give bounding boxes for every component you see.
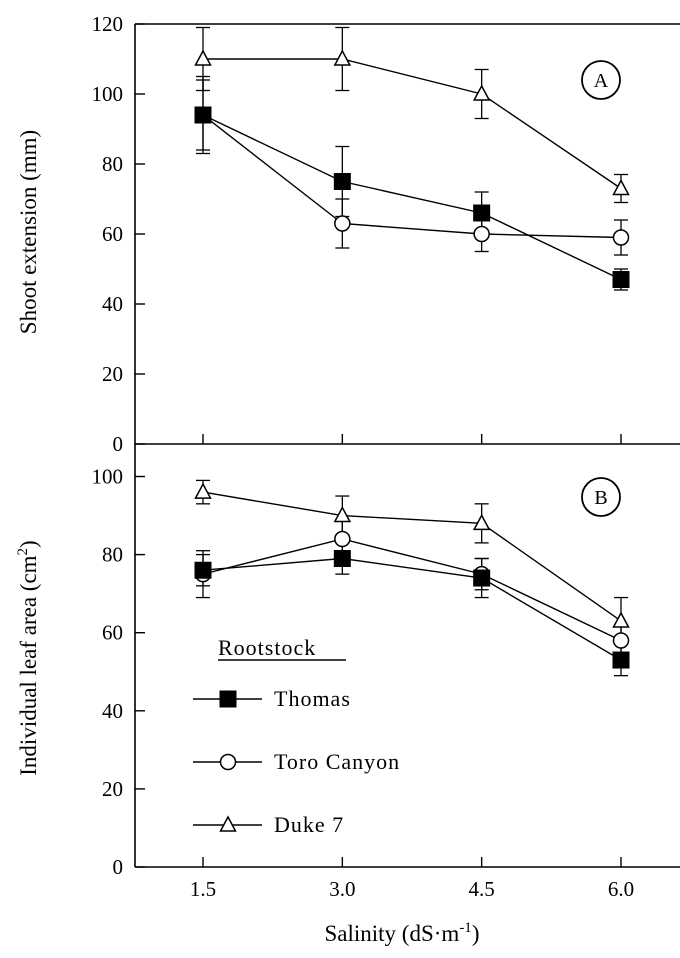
data-point-thomas [194,106,212,124]
data-point-thomas [612,651,630,669]
data-point-toro-canyon [473,225,490,243]
panel-label: A [594,70,609,92]
y-tick-label: 20 [102,362,123,386]
x-tick-label: 3.0 [329,877,355,901]
legend-marker-thomas [219,690,237,708]
data-point-duke-7 [194,482,212,499]
series-line-toro-canyon [202,114,622,239]
data-point-thomas [473,204,491,222]
data-point-duke-7 [472,513,491,531]
legend-marker-duke-7 [219,815,237,832]
y-tick-label: 120 [92,12,124,36]
data-point-thomas [333,173,351,190]
legend-label-thomas: Thomas [274,686,351,711]
data-point-toro-canyon [334,530,351,548]
y-tick-label: 40 [102,699,123,723]
legend-label-duke-7: Duke 7 [274,812,344,837]
series-line-thomas [202,114,622,281]
y-tick-label: 60 [102,621,123,645]
data-point-thomas [194,561,212,579]
data-point-duke-7 [194,49,212,66]
data-point-duke-7 [333,505,352,523]
data-point-toro-canyon [612,632,630,649]
y-tick-label: 0 [113,855,124,879]
panel-label-circle [581,60,621,100]
x-tick-label: 6.0 [608,877,634,901]
legend-label-toro-canyon: Toro Canyon [274,749,400,774]
x-axis-title: Salinity (dS·m-1) [325,920,480,946]
legend: Rootstock Thomas Toro Canyon Duke 7 [193,635,400,837]
y-axis-title-b: Individual leaf area (cm2) [15,540,41,775]
data-point-duke-7 [333,49,352,66]
data-point-thomas [612,271,630,288]
panel-b: 0 20 40 60 80 100 1.5 3.0 4.5 6.0 B [92,444,680,901]
y-tick-label: 60 [102,222,123,246]
panel-label-circle [581,477,621,517]
data-point-duke-7 [612,611,630,628]
data-point-duke-7 [472,84,491,101]
y-tick-label: 100 [92,465,124,489]
series-line-duke-7 [202,491,622,622]
legend-title: Rootstock [218,635,316,660]
series-line-duke-7 [203,58,622,190]
data-point-toro-canyon [334,215,351,232]
y-tick-label: 0 [113,432,124,456]
y-tick-label: 100 [92,82,124,106]
series-line-thomas [202,557,622,661]
panel-a: 0 20 40 60 80 100 120 A [92,12,680,456]
y-tick-label: 80 [102,543,123,567]
data-point-toro-canyon [612,229,630,246]
y-tick-label: 20 [102,777,123,801]
y-axis-title-a: Shoot extension (mm) [16,130,41,334]
panel-label: B [594,487,607,509]
data-point-thomas [473,569,491,587]
data-point-duke-7 [612,178,630,196]
legend-marker-toro-canyon [219,753,237,771]
y-tick-label: 40 [102,292,123,316]
x-tick-label: 4.5 [469,877,495,901]
series-line-toro-canyon [202,538,622,642]
x-tick-label: 1.5 [190,877,216,901]
data-point-thomas [333,550,351,568]
y-tick-label: 80 [102,152,123,176]
